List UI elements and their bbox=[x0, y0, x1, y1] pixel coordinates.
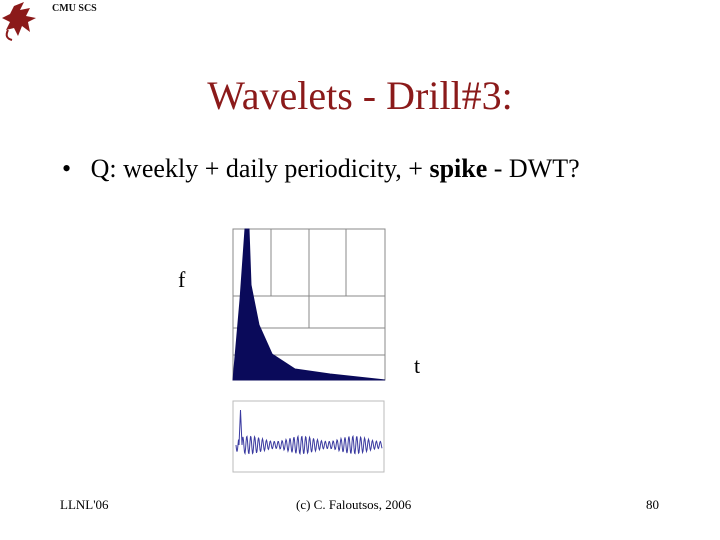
tiling-diagram bbox=[232, 228, 386, 381]
bullet: • Q: weekly + daily periodicity, + spike… bbox=[62, 154, 580, 183]
footer-left: LLNL'06 bbox=[60, 497, 109, 512]
logo-text: CMU SCS bbox=[52, 3, 97, 14]
axis-label: f bbox=[178, 267, 186, 292]
logo bbox=[2, 2, 36, 41]
axis-label: t bbox=[414, 353, 421, 378]
footer-center: (c) C. Faloutsos, 2006 bbox=[296, 497, 412, 512]
signal-box bbox=[232, 400, 385, 473]
bullet-text: - DWT? bbox=[487, 154, 580, 183]
slide-title: Wavelets - Drill#3: bbox=[207, 73, 513, 118]
page-number: 80 bbox=[646, 497, 659, 512]
bullet-text: Q: weekly + daily periodicity, + bbox=[90, 154, 430, 183]
energy-area bbox=[232, 228, 386, 381]
bullet-bold: spike bbox=[429, 154, 488, 183]
signal-line bbox=[235, 409, 383, 456]
